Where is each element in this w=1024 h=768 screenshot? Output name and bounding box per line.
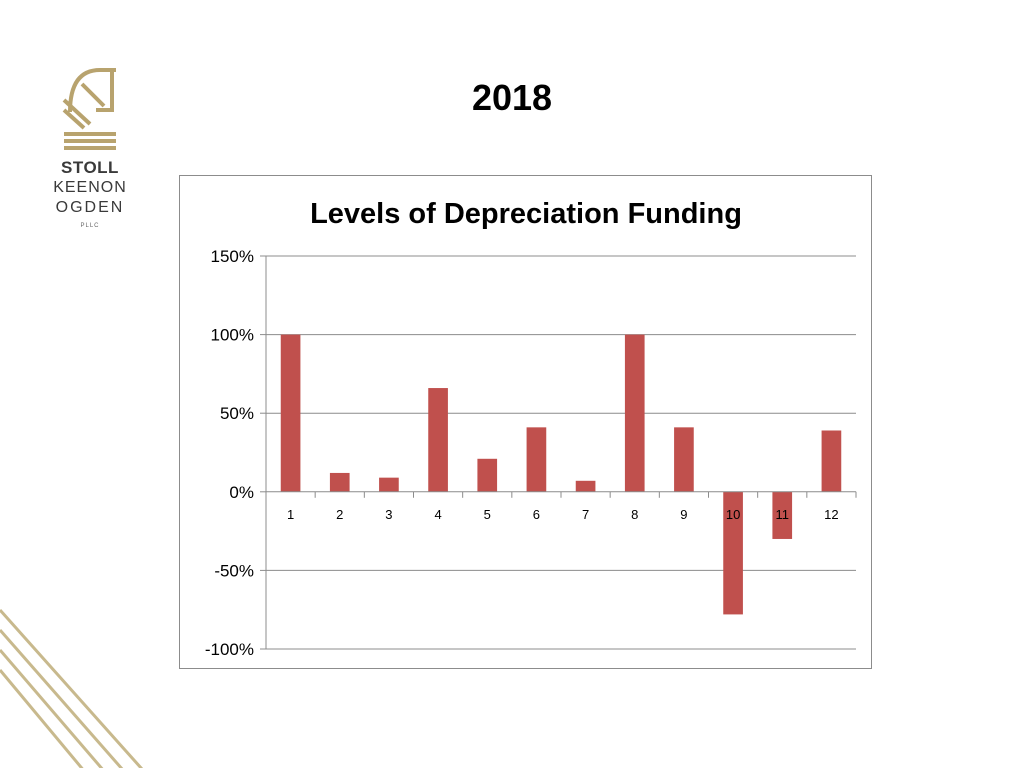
- bar-chart: Levels of Depreciation Funding 150%100%5…: [205, 198, 857, 659]
- bar: [379, 477, 399, 492]
- bars: [280, 334, 842, 615]
- x-tick-label: 1: [287, 507, 294, 522]
- bar: [428, 388, 448, 492]
- x-tick-label: 6: [533, 507, 540, 522]
- x-tick-label: 11: [776, 507, 790, 522]
- y-tick-label: -50%: [214, 561, 254, 580]
- x-tick-label: 7: [582, 507, 589, 522]
- logo-text-line2: KEENON: [53, 179, 127, 196]
- y-tick-labels: 150% 100% 50% 0% -50% -100%: [205, 247, 254, 659]
- y-tick-label: 50%: [220, 404, 254, 423]
- slide-title: 2018: [471, 77, 553, 118]
- logo-text-line1: STOLL: [61, 158, 119, 177]
- x-tick-label: 3: [385, 507, 392, 522]
- bar: [280, 334, 301, 492]
- y-tick-label: 100%: [211, 326, 254, 345]
- bar: [821, 430, 842, 492]
- axes: [265, 256, 857, 649]
- x-tick-label: 12: [824, 507, 838, 522]
- bar: [477, 458, 498, 492]
- x-tick-label: 10: [726, 507, 740, 522]
- bar: [674, 427, 694, 492]
- x-tick-label: 5: [484, 507, 491, 522]
- logo-text-line3: OGDEN: [55, 199, 125, 216]
- decorative-stripes: [0, 609, 144, 768]
- x-tick-labels: 1 2 3 4 5 6 7 8 9 10 11 12: [287, 507, 839, 522]
- y-tick-label: -100%: [205, 640, 254, 659]
- bar: [723, 491, 743, 615]
- logo-mark-icon: [62, 68, 116, 150]
- bar: [329, 472, 350, 492]
- company-logo: STOLL KEENON OGDEN PLLC: [50, 62, 130, 242]
- gridlines: [260, 255, 856, 650]
- x-tick-label: 4: [434, 507, 441, 522]
- bar: [526, 427, 547, 492]
- bar: [575, 480, 596, 492]
- chart-container: Levels of Depreciation Funding 150% 100% 5…: [179, 175, 872, 669]
- bar: [772, 491, 793, 539]
- chart-title: Levels of Depreciation Funding: [310, 198, 742, 230]
- logo-text-line4: PLLC: [80, 223, 100, 229]
- x-tick-label: 2: [336, 507, 343, 522]
- bar: [624, 334, 645, 492]
- y-tick-label: 150%: [211, 247, 254, 266]
- x-tick-label: 8: [631, 507, 638, 522]
- x-tick-label: 9: [680, 507, 687, 522]
- y-tick-label: 0%: [229, 483, 254, 502]
